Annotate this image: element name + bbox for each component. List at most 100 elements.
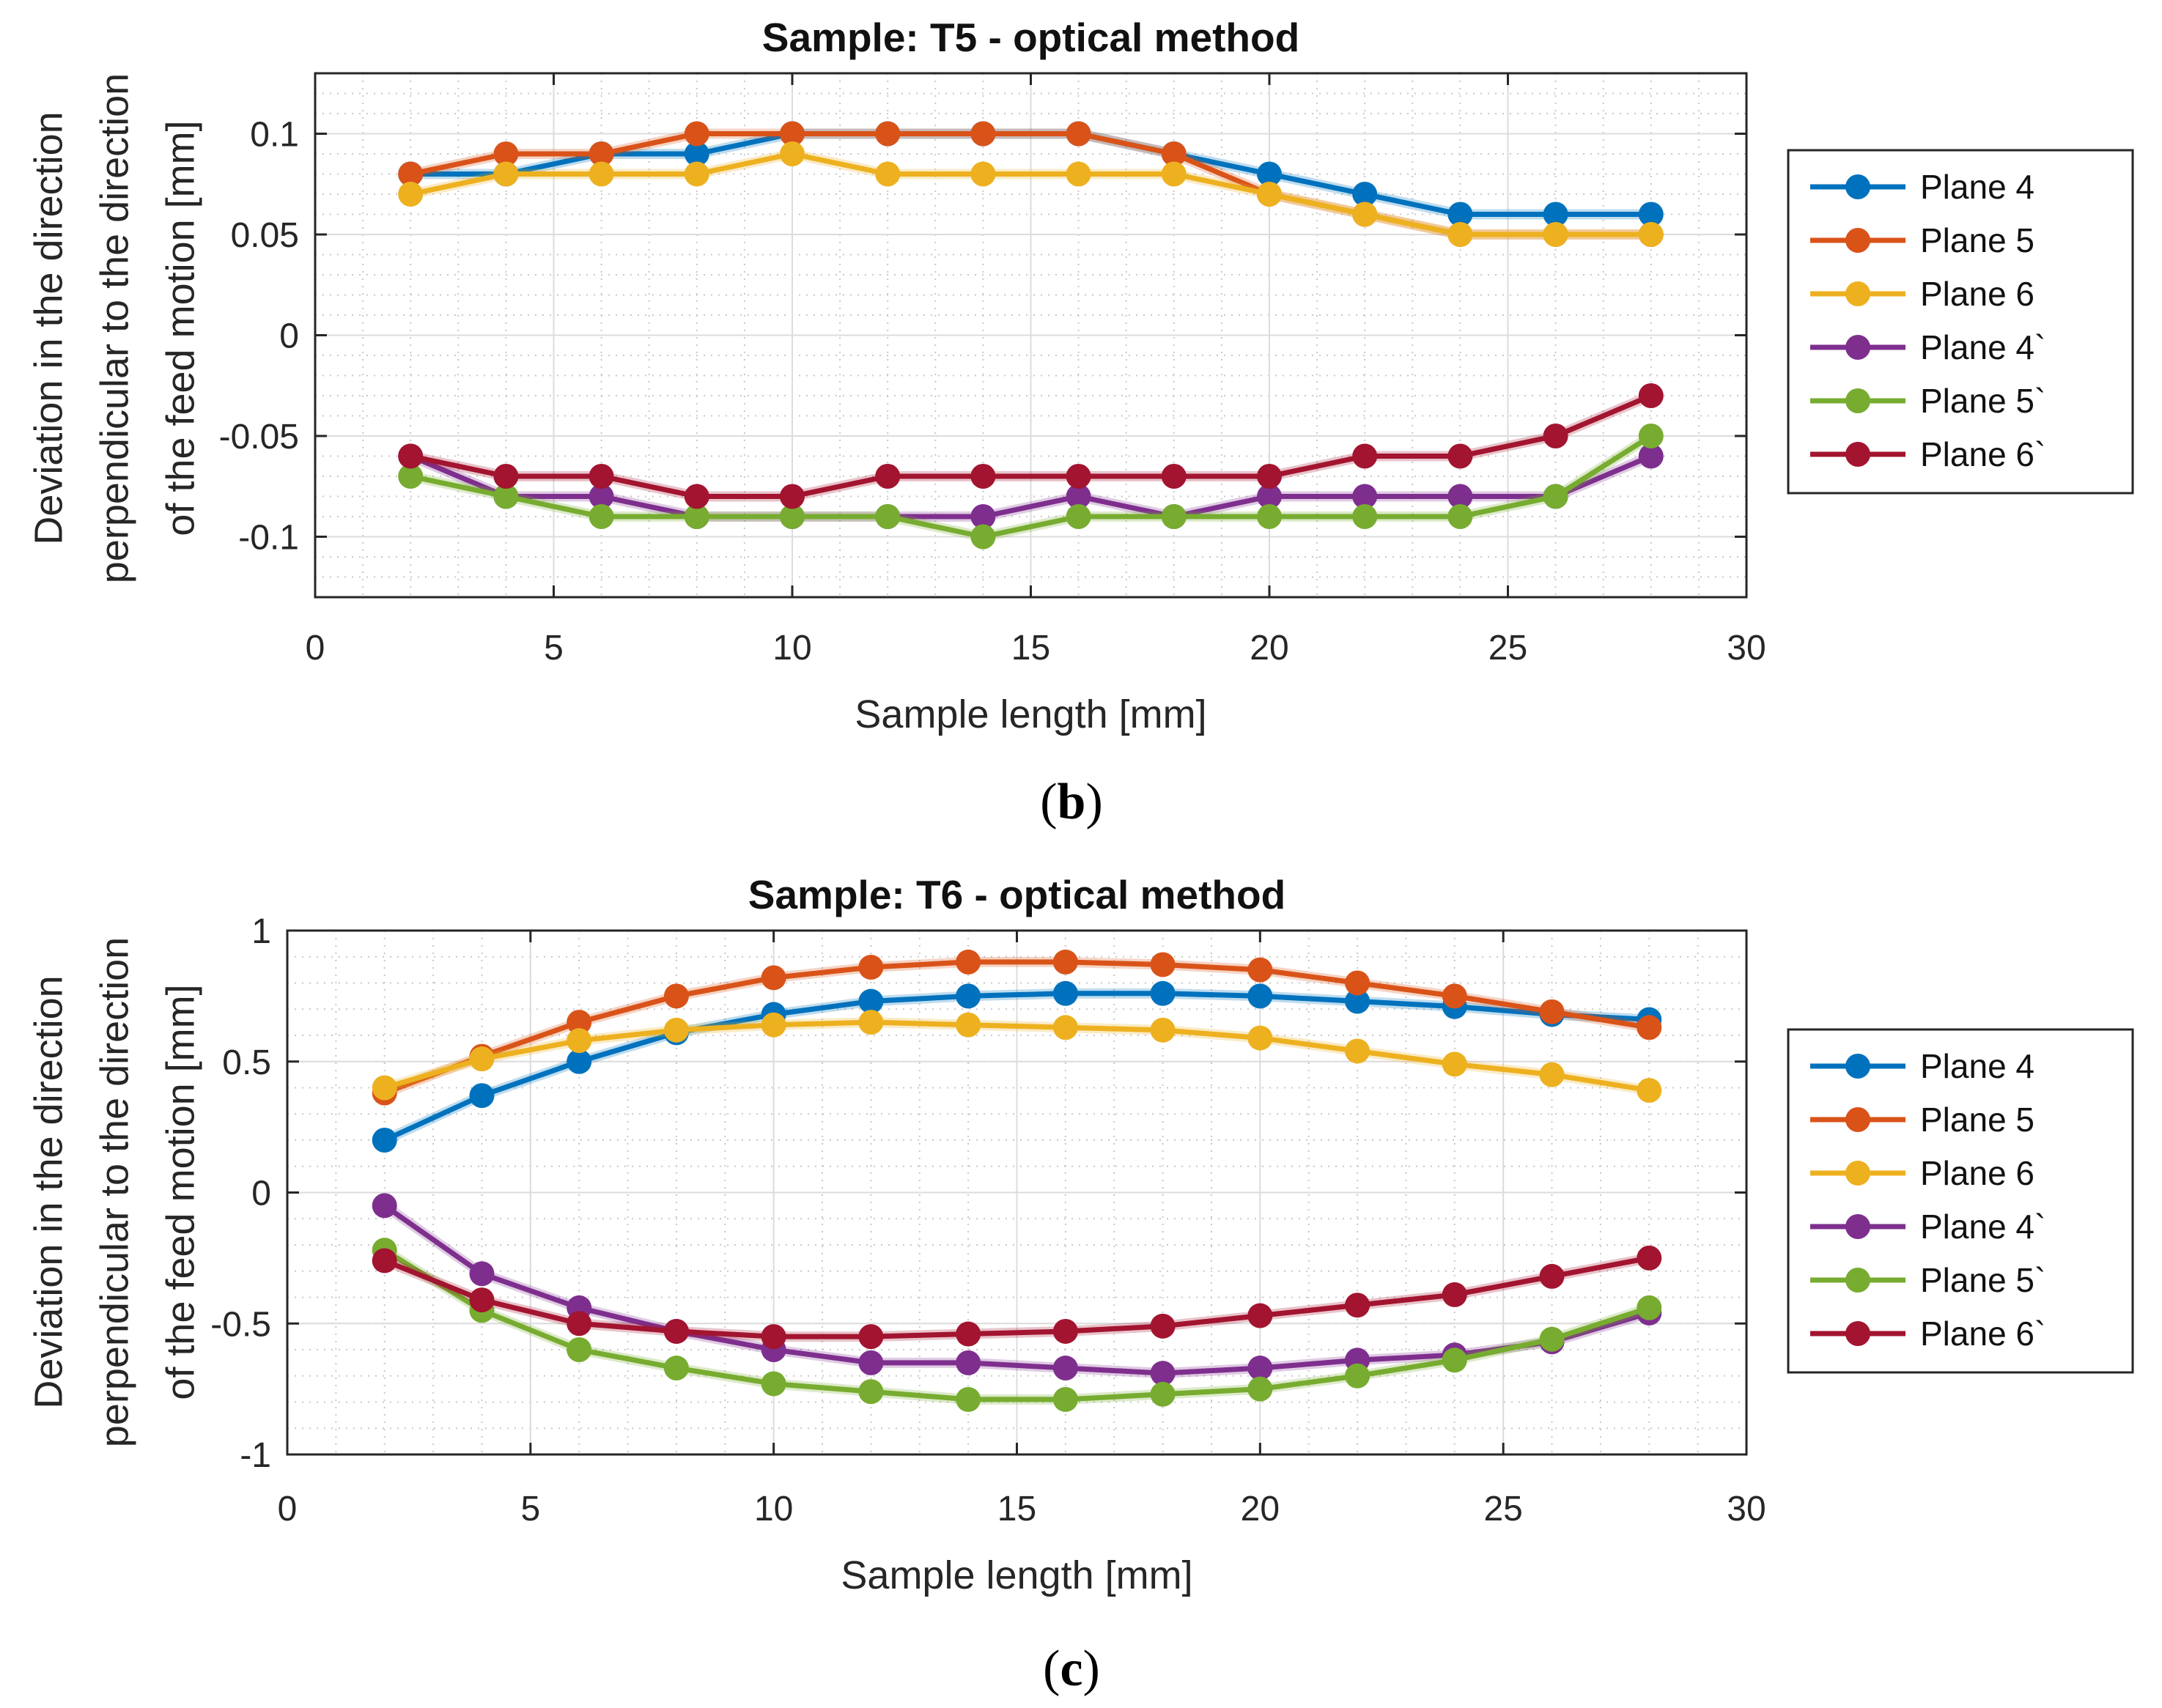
- data-point: [1066, 504, 1091, 529]
- data-point: [761, 1371, 786, 1397]
- legend-item: Plane 6: [1810, 275, 2034, 313]
- data-point: [398, 464, 424, 489]
- x-tick-label: 30: [1727, 1490, 1766, 1528]
- data-point: [1543, 424, 1568, 448]
- data-point: [1637, 1245, 1662, 1271]
- data-point: [858, 988, 884, 1014]
- legend-label: Plane 6: [1920, 1154, 2034, 1192]
- chart-title: Sample: T5 - optical method: [762, 15, 1299, 60]
- data-point: [1447, 484, 1473, 509]
- data-point: [858, 1010, 884, 1035]
- data-point: [1150, 980, 1176, 1006]
- series-line: [383, 1203, 1650, 1376]
- data-point: [1447, 202, 1473, 227]
- data-point: [1345, 1038, 1370, 1064]
- data-point: [1447, 222, 1473, 247]
- data-point: [1442, 983, 1467, 1009]
- data-point: [1257, 182, 1282, 207]
- legend-box: [1787, 1028, 2134, 1374]
- series-line: [410, 434, 1653, 539]
- data-point: [1052, 980, 1078, 1006]
- data-point: [858, 1379, 884, 1405]
- legend-marker: [1845, 1268, 1870, 1293]
- series-group: [398, 121, 1664, 550]
- data-point: [956, 1386, 981, 1412]
- data-point: [1539, 1263, 1565, 1289]
- data-point: [469, 1083, 495, 1109]
- x-tick-label: 5: [520, 1490, 540, 1528]
- data-point: [1066, 464, 1091, 489]
- data-point: [875, 121, 901, 147]
- data-point: [567, 1311, 592, 1337]
- x-tick-label: 10: [754, 1490, 793, 1528]
- legend-label: Plane 4`: [1920, 1208, 2045, 1246]
- x-axis-label: Sample length [mm]: [855, 692, 1206, 736]
- data-point: [1442, 1347, 1467, 1373]
- data-point: [398, 161, 424, 187]
- data-point: [1637, 1015, 1662, 1040]
- data-point: [970, 524, 996, 550]
- x-tick-label: 20: [1250, 629, 1288, 668]
- chart-b: 0 5 10 15 20 25 30 0.1 0.05 0 -0.05 -0.1 Sample: T5 …: [26, 15, 2134, 830]
- data-point: [684, 484, 709, 509]
- legend-item: Plane 6: [1810, 1154, 2034, 1192]
- data-point: [493, 141, 519, 166]
- data-point: [589, 161, 614, 187]
- data-point: [1638, 202, 1664, 227]
- y-tick-label: 0.05: [231, 216, 299, 255]
- series-plane-6: [372, 1010, 1662, 1103]
- data-point: [780, 121, 805, 147]
- series-line: [383, 991, 1650, 1143]
- data-point: [1247, 1303, 1273, 1328]
- data-point: [372, 1075, 397, 1101]
- data-point: [858, 955, 884, 980]
- panel-label: (c): [1043, 1641, 1100, 1697]
- y-axis-label-line: Deviation in the direction: [26, 111, 70, 544]
- data-point: [1352, 504, 1378, 529]
- legend-item: Plane 4: [1810, 168, 2034, 206]
- data-point: [663, 983, 689, 1009]
- data-point: [589, 484, 614, 509]
- data-point: [493, 484, 519, 509]
- legend-marker: [1845, 335, 1870, 360]
- data-point: [780, 484, 805, 509]
- data-point: [970, 121, 996, 147]
- data-point: [1352, 182, 1378, 207]
- data-point: [1150, 1017, 1176, 1043]
- legend-item: Plane 5`: [1810, 1261, 2045, 1299]
- data-point: [1352, 202, 1378, 227]
- legend-marker: [1845, 1054, 1870, 1079]
- data-point: [1539, 999, 1565, 1024]
- legend-item: Plane 5: [1810, 221, 2034, 259]
- data-point: [1150, 1381, 1176, 1407]
- data-point: [1066, 121, 1091, 147]
- data-point: [398, 182, 424, 207]
- y-axis-label-line: perpendicular to the direction: [92, 937, 136, 1447]
- data-point: [1638, 383, 1664, 408]
- data-point: [970, 504, 996, 529]
- x-tick-label: 25: [1483, 1490, 1522, 1528]
- x-tick-label: 20: [1241, 1490, 1280, 1528]
- x-tick-label: 5: [544, 629, 564, 668]
- series-plane-5: [372, 949, 1662, 1106]
- data-point: [1345, 988, 1370, 1014]
- data-point: [956, 949, 981, 975]
- series-line: [383, 1019, 1650, 1093]
- data-point: [875, 504, 901, 529]
- data-point: [1352, 484, 1378, 509]
- y-axis-label-line: perpendicular to the direction: [92, 73, 136, 583]
- data-point: [1543, 222, 1568, 247]
- data-point: [1543, 202, 1568, 227]
- y-axis-label-line: of the feed motion [mm]: [158, 984, 202, 1400]
- legend-label: Plane 6: [1920, 275, 2034, 313]
- legend-marker: [1845, 281, 1870, 306]
- legend-item: Plane 4: [1810, 1047, 2034, 1085]
- x-tick-label: 0: [306, 629, 325, 668]
- data-point: [761, 1324, 786, 1350]
- data-point: [1247, 957, 1273, 983]
- legend-marker: [1845, 1214, 1870, 1239]
- data-point: [1352, 443, 1378, 469]
- data-point: [875, 464, 901, 489]
- legend-label: Plane 5: [1920, 1101, 2034, 1139]
